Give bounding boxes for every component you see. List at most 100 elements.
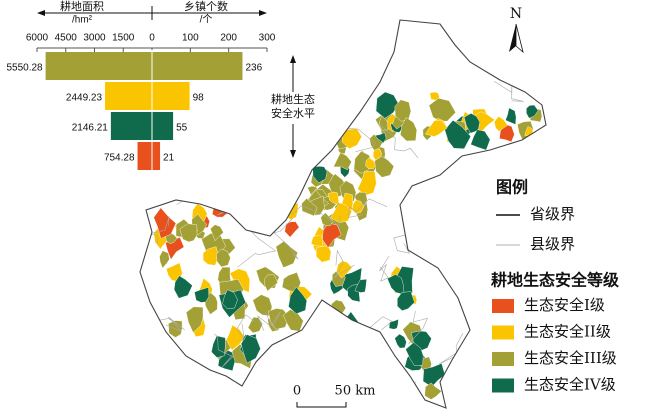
land-patch — [428, 97, 456, 122]
north-arrow-left — [509, 24, 516, 52]
county-line — [236, 314, 255, 341]
land-patch — [351, 199, 365, 214]
land-patch — [397, 291, 415, 311]
land-patch — [330, 202, 353, 223]
land-patch — [424, 382, 442, 400]
land-patch — [369, 133, 383, 151]
land-patch — [194, 287, 210, 303]
x-tick-label: 4500 — [55, 33, 78, 44]
county-line — [214, 333, 234, 368]
legend-level-label: 生态安全III级 — [524, 349, 617, 367]
county-line — [348, 198, 388, 218]
x-tick-label: 200 — [220, 33, 237, 44]
ylabel-arrow-up-head — [290, 55, 296, 63]
county-line — [315, 342, 338, 366]
land-patch — [247, 316, 263, 334]
land-patch — [268, 308, 290, 330]
land-patch — [338, 325, 351, 343]
county-line — [257, 311, 281, 331]
value-label: 236 — [245, 63, 262, 74]
county-line — [238, 136, 275, 184]
county-line — [149, 216, 170, 245]
land-patch — [353, 191, 368, 207]
land-patch — [365, 157, 377, 170]
land-patch — [494, 116, 508, 132]
county-line — [408, 310, 428, 345]
land-patch — [288, 286, 308, 315]
x-tick-label: 0 — [149, 33, 155, 44]
county-line — [273, 217, 299, 260]
bar — [152, 82, 190, 110]
land-patch — [346, 332, 361, 352]
x-tick-label: 100 — [182, 33, 199, 44]
x-tick-label: 3000 — [83, 33, 106, 44]
legend: 图例 省级界 县级界 耕地生态安全等级 生态安全I级生态安全II级生态安全III… — [491, 178, 620, 394]
x-tick-label: 300 — [259, 33, 276, 44]
land-patch — [284, 221, 300, 238]
land-patch — [301, 198, 318, 217]
bar — [105, 82, 152, 110]
county-line — [176, 158, 196, 205]
right-axis-label: 乡镇个数 — [184, 0, 228, 13]
land-patch — [159, 250, 170, 269]
county-line — [158, 316, 185, 332]
legend-swatch — [492, 325, 514, 340]
header-arrow-left — [37, 10, 45, 16]
land-patch — [410, 387, 419, 400]
county-line — [379, 255, 390, 282]
county-line — [172, 163, 205, 186]
land-patch — [400, 117, 418, 142]
legend-level-label: 生态安全I级 — [524, 296, 605, 314]
land-patch — [173, 275, 193, 299]
inset-chart: 耕地面积 /hm² 乡镇个数 /个 耕地生态 安全水平 6000 4500 3000… — [6, 0, 315, 175]
land-patch — [333, 152, 352, 171]
land-patch — [470, 129, 491, 151]
north-arrow-right — [515, 23, 524, 54]
value-label: 21 — [163, 153, 175, 164]
land-patch — [229, 268, 251, 293]
land-patches — [153, 91, 543, 400]
north-arrow: N — [509, 6, 524, 54]
bar — [45, 52, 153, 80]
county-line — [494, 80, 524, 102]
county-line — [460, 237, 490, 288]
legend-title: 图例 — [496, 178, 528, 197]
land-patch — [425, 120, 448, 137]
legend-level-label: 生态安全II级 — [524, 323, 611, 341]
land-patch — [444, 119, 471, 149]
county-line — [377, 122, 419, 159]
land-patch — [216, 248, 231, 268]
land-patch — [354, 279, 367, 293]
bar — [152, 52, 243, 80]
county-line — [237, 228, 277, 268]
scale-zero: 0 — [293, 384, 301, 399]
land-patch — [322, 222, 342, 248]
land-patch — [374, 155, 395, 178]
left-axis-unit: /hm² — [72, 15, 93, 26]
value-label: 2449.23 — [66, 93, 103, 104]
bar — [152, 112, 174, 140]
value-label: 2146.21 — [72, 123, 109, 134]
land-patch — [179, 223, 198, 243]
value-label: 55 — [176, 123, 188, 134]
county-line — [485, 156, 523, 164]
land-patch — [153, 207, 177, 239]
y-label-line1: 耕地生态 — [271, 92, 315, 106]
county-line — [334, 249, 355, 278]
value-label: 754.28 — [104, 153, 135, 164]
land-patch — [379, 115, 389, 131]
legend-level-label: 生态安全IV级 — [524, 376, 616, 394]
ylabel-arrow-down-head — [290, 150, 296, 158]
land-patch — [263, 274, 279, 292]
land-patch — [240, 334, 261, 364]
land-patch — [422, 363, 446, 388]
county-line — [327, 55, 373, 80]
bar — [137, 142, 152, 170]
legend-swatch — [492, 352, 514, 366]
value-label: 5550.28 — [6, 63, 43, 74]
land-patch — [357, 170, 377, 197]
land-patch — [526, 104, 539, 119]
x-tick-label: 6000 — [26, 33, 49, 44]
right-axis-unit: /个 — [200, 14, 213, 26]
land-patch — [211, 335, 226, 358]
